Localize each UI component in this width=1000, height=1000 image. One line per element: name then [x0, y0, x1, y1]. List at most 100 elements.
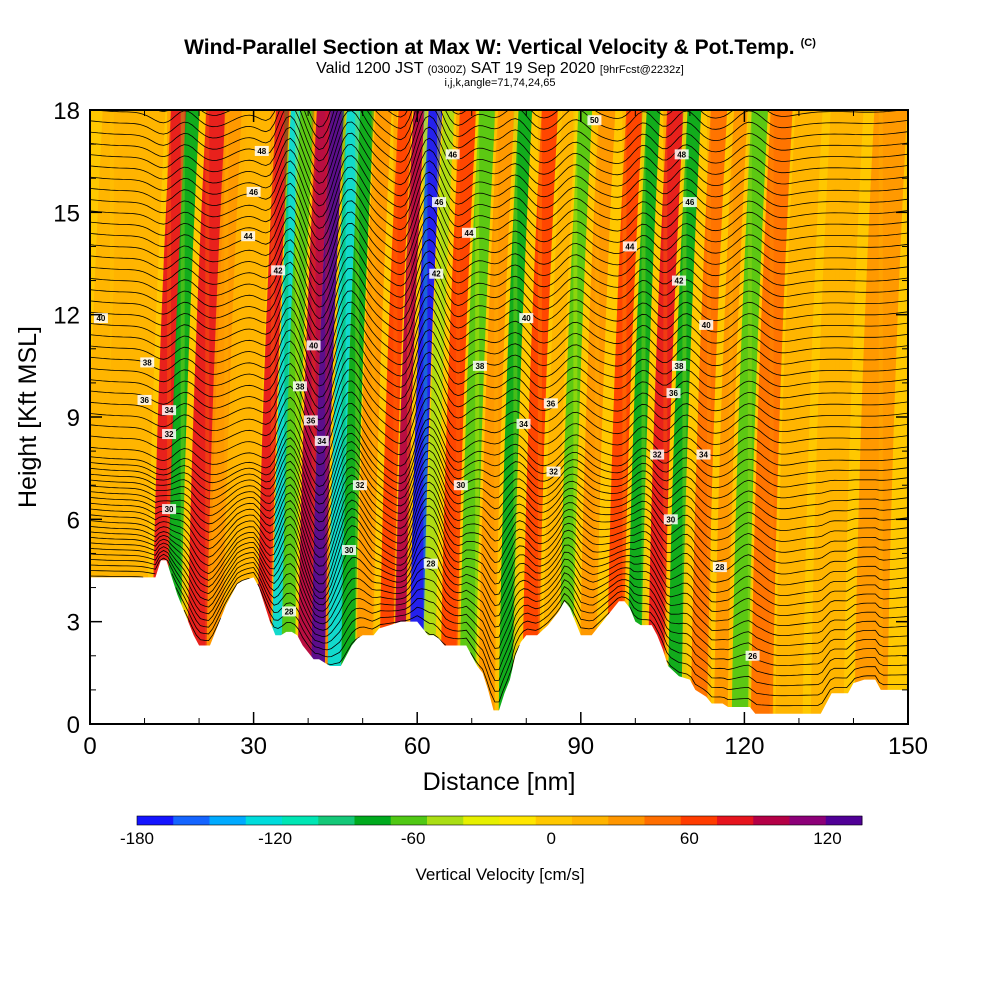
theta-contour-label: 32 — [546, 466, 561, 477]
theta-contour-label: 40 — [306, 340, 321, 351]
contour-label-text: 46 — [249, 188, 258, 197]
contour-label-text: 44 — [244, 232, 253, 241]
velocity-band-core — [224, 110, 229, 724]
contour-label-background — [674, 149, 689, 160]
colorbar-tick-label: 120 — [813, 829, 841, 848]
theta-contour-line — [90, 550, 908, 646]
x-tick-label: 60 — [404, 733, 431, 760]
velocity-band-core — [796, 110, 801, 724]
theta-contour-line — [90, 110, 908, 162]
theta-contour-line — [90, 542, 908, 626]
contour-label-text: 36 — [669, 389, 678, 398]
contour-label-text: 28 — [285, 607, 294, 616]
colorbar-swatch — [173, 816, 210, 825]
theta-contour-line — [90, 317, 908, 387]
contour-label-text: 34 — [519, 420, 528, 429]
contour-label-text: 34 — [165, 406, 174, 415]
theta-contour-line — [90, 261, 908, 331]
x-tick-label: 30 — [240, 733, 267, 760]
velocity-band — [408, 110, 443, 724]
velocity-band — [647, 110, 684, 724]
theta-contour-line — [90, 160, 908, 229]
colorbar-swatch — [137, 816, 174, 825]
contour-label-background — [622, 241, 637, 252]
contour-label-text: 30 — [666, 515, 675, 524]
velocity-band-core — [180, 110, 185, 724]
theta-contour-label: 30 — [663, 514, 678, 525]
contour-label-background — [352, 480, 367, 491]
theta-contour-label: 32 — [352, 480, 367, 491]
theta-contour-line — [90, 449, 908, 523]
theta-contour-label: 42 — [671, 275, 686, 286]
theta-contour-line — [90, 557, 908, 666]
theta-contour-label: 46 — [445, 149, 460, 160]
theta-contour-line — [90, 407, 908, 477]
velocity-field — [90, 110, 908, 724]
contour-label-text: 38 — [475, 362, 484, 371]
contour-label-text: 42 — [274, 266, 283, 275]
velocity-band-core — [494, 110, 499, 724]
theta-contour-label: 34 — [314, 435, 329, 446]
contour-label-background — [246, 186, 261, 197]
theta-contour-line — [90, 351, 908, 421]
theta-contour-label: 40 — [519, 313, 534, 324]
colorbar: -180 -120 -60 0 60 120 — [120, 815, 863, 848]
theta-contour-label: 48 — [674, 149, 689, 160]
contour-label-background — [663, 514, 678, 525]
theta-contour-line — [90, 205, 908, 274]
velocity-band-core — [270, 110, 275, 724]
contour-label-text: 44 — [465, 229, 474, 238]
contour-label-text: 32 — [549, 468, 558, 477]
valid-date: SAT 19 Sep 2020 — [470, 60, 596, 77]
velocity-band-core — [456, 110, 461, 724]
theta-contour-label: 30 — [342, 545, 357, 556]
y-tick-label: 0 — [67, 712, 80, 739]
velocity-band — [731, 110, 769, 724]
contour-label-background — [254, 145, 269, 156]
contour-label-text: 32 — [355, 481, 364, 490]
theta-contour-line — [90, 575, 908, 687]
theta-contour-label: 28 — [423, 558, 438, 569]
velocity-band — [578, 110, 616, 724]
theta-contour-label: 38 — [140, 357, 155, 368]
contour-label-text: 48 — [257, 147, 266, 156]
velocity-band-core — [641, 110, 646, 724]
contour-label-text: 32 — [165, 430, 174, 439]
contour-label-background — [162, 504, 177, 515]
y-tick-label: 3 — [67, 610, 80, 637]
x-axis-title: Distance [nm] — [423, 768, 576, 796]
theta-contour-line — [156, 110, 409, 128]
contour-label-text: 40 — [522, 314, 531, 323]
colorbar-swatch — [463, 816, 500, 825]
contour-label-background — [516, 418, 531, 429]
theta-contour-label: 42 — [271, 265, 286, 276]
contour-label-background — [696, 449, 711, 460]
contour-label-background — [587, 115, 602, 126]
colorbar-swatch — [245, 816, 283, 825]
theta-contour-line — [90, 505, 908, 586]
theta-contour-line — [90, 110, 908, 151]
theta-contour-label: 44 — [241, 231, 256, 242]
theta-contour-label: 30 — [453, 480, 468, 491]
velocity-band-core — [878, 110, 883, 724]
theta-contour-line — [90, 137, 908, 207]
velocity-band-core — [706, 110, 711, 724]
contour-label-text: 40 — [702, 321, 711, 330]
copyright-mark: (C) — [800, 37, 816, 49]
contour-label-text: 34 — [699, 451, 708, 460]
colorbar-swatch — [572, 816, 609, 825]
chart-title-text: Wind-Parallel Section at Max W: Vertical… — [184, 36, 795, 59]
theta-contours — [90, 110, 908, 707]
theta-contour-line — [90, 362, 908, 432]
theta-contour-line — [90, 171, 908, 241]
contour-label-text: 32 — [653, 451, 662, 460]
velocity-band — [854, 110, 908, 724]
theta-contour-line — [90, 418, 908, 487]
theta-contour-label: 28 — [282, 606, 297, 617]
colorbar-swatch — [608, 816, 645, 825]
contour-label-background — [671, 275, 686, 286]
theta-contour-label: 34 — [516, 418, 531, 429]
theta-contour-line — [90, 457, 908, 532]
colorbar-swatch — [535, 816, 573, 825]
